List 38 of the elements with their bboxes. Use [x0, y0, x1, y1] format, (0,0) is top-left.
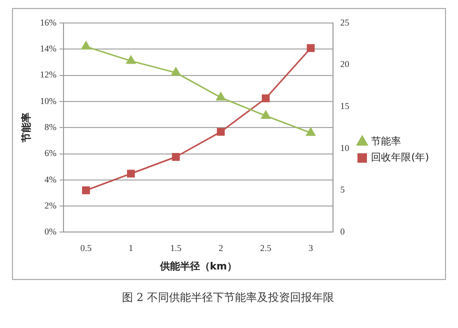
legend-label: 回收年限(年) — [371, 152, 430, 164]
point — [306, 44, 315, 52]
x-tick-label: 2 — [218, 242, 224, 253]
y-tick-label: 16% — [40, 17, 57, 28]
x-tick-label: 2.5 — [260, 242, 272, 253]
y-tick-label: 12% — [40, 70, 57, 80]
y2-tick-label: 5 — [340, 184, 346, 195]
y-tick-label: 6% — [44, 148, 57, 158]
point — [262, 94, 270, 102]
x-axis-title: 供能半径（km） — [158, 260, 237, 273]
point — [126, 56, 136, 64]
y-tick-label: 4% — [44, 174, 57, 184]
point — [81, 41, 91, 50]
legend-label: 节能率 — [371, 136, 402, 148]
x-tick-label: 3 — [308, 242, 314, 253]
x-tick-label: 1.5 — [170, 242, 182, 253]
x-tick-label: 0.5 — [80, 242, 92, 253]
y-axis-title: 节能率 — [20, 112, 33, 144]
x-tick-label: 1 — [128, 242, 134, 253]
y2-tick-label: 20 — [340, 59, 350, 70]
point — [171, 67, 181, 76]
y-tick-label: 14% — [40, 44, 57, 54]
y2-tick-label: 25 — [340, 17, 350, 28]
y-tick-label: 0% — [44, 226, 57, 237]
caption: 图 2 不同供能半径下节能率及投资回报年限 — [121, 290, 335, 305]
point — [306, 128, 316, 136]
y2-tick-label: 0 — [340, 226, 346, 237]
point — [261, 110, 270, 119]
y2-tick-label: 10 — [340, 142, 350, 153]
y-tick-label: 2% — [44, 200, 57, 210]
point — [172, 152, 180, 161]
y-tick-label: 8% — [44, 122, 57, 132]
point — [216, 92, 226, 101]
y2-tick-label: 15 — [340, 101, 350, 112]
y-tick-label: 10% — [40, 96, 57, 106]
point — [126, 170, 135, 178]
point — [216, 128, 225, 136]
point — [82, 186, 90, 194]
